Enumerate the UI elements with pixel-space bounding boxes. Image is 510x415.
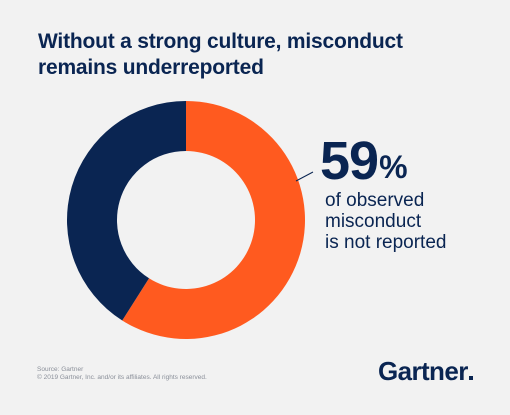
callout-percentage: 59% xyxy=(320,131,408,191)
logo-text: Gartner xyxy=(378,356,468,386)
callout-line-2: misconduct xyxy=(325,211,422,232)
source-note: Source: Gartner © 2019 Gartner, Inc. and… xyxy=(37,366,207,382)
callout-leader-line xyxy=(295,171,314,182)
copyright-text: © 2019 Gartner, Inc. and/or its affiliat… xyxy=(37,374,207,381)
callout-line-1: of observed xyxy=(325,190,425,211)
logo-dot xyxy=(468,376,473,380)
donut-slice-reported xyxy=(66,101,186,321)
chart-title: Without a strong culture, misconduct rem… xyxy=(38,30,403,79)
gartner-logo: Gartner xyxy=(378,356,473,386)
callout-unit: % xyxy=(379,149,407,185)
callout-description: of observed misconduct is not reported xyxy=(325,190,500,253)
callout-value: 59 xyxy=(320,131,379,191)
source-text: Source: Gartner xyxy=(37,366,84,373)
callout-line-3: is not reported xyxy=(325,232,447,253)
donut-slice-not-reported xyxy=(122,101,305,339)
